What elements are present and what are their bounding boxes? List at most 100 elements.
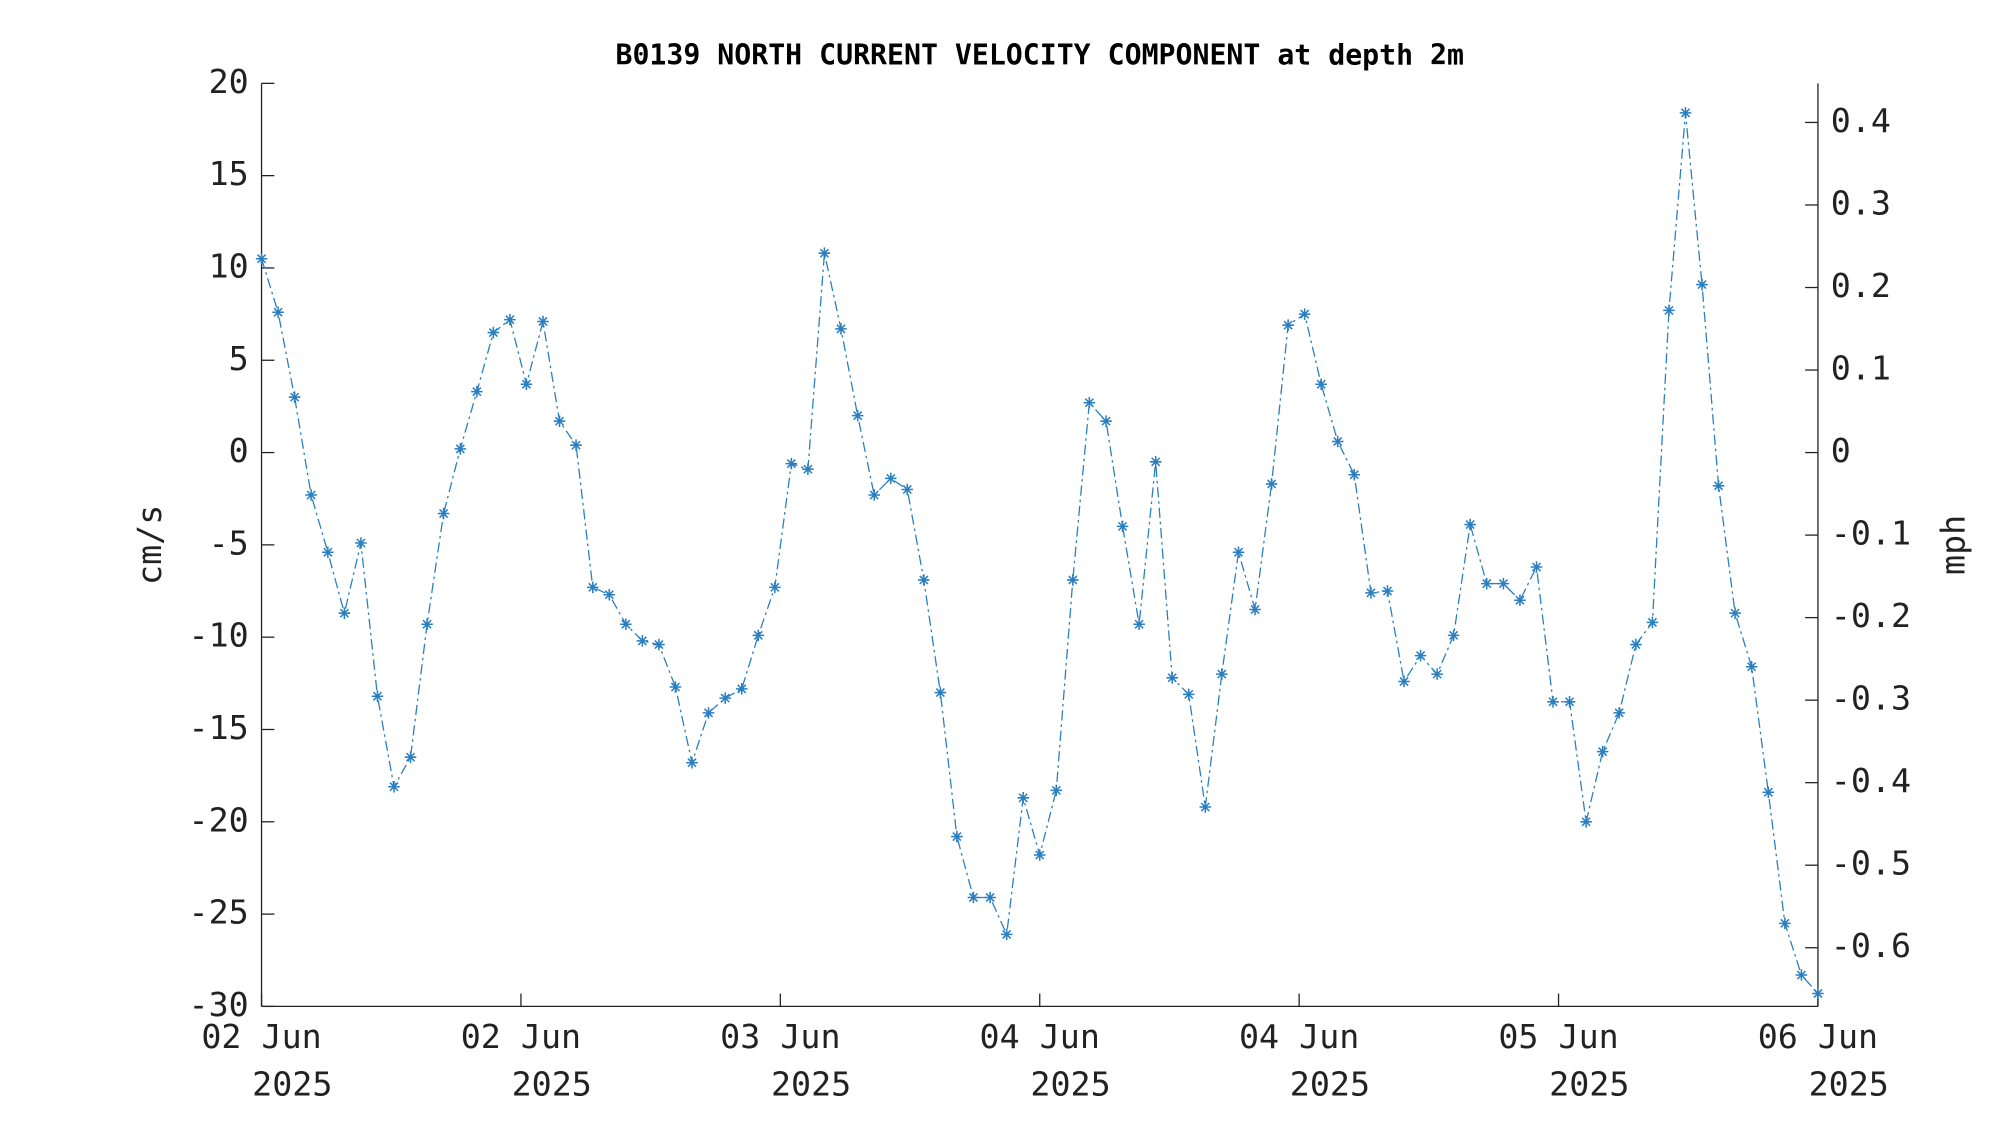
data-point: [586, 581, 599, 594]
data-point: [1580, 816, 1592, 828]
data-point: [388, 780, 400, 793]
data-point: [868, 489, 880, 501]
data-point: [1630, 638, 1642, 651]
data-point: [785, 457, 798, 470]
data-point: [1431, 668, 1443, 680]
data-point: [1696, 278, 1708, 291]
data-point: [1646, 616, 1659, 629]
x-tick-label: 04 Jun: [980, 1017, 1100, 1056]
data-point: [1083, 396, 1096, 409]
data-point: [1745, 660, 1758, 673]
data-point: [1779, 917, 1791, 930]
data-point: [967, 891, 980, 904]
data-point: [1514, 594, 1526, 607]
data-point: [1414, 649, 1427, 662]
y-tick-label: -25: [189, 893, 249, 932]
data-point: [1596, 745, 1609, 758]
data-point: [1563, 696, 1576, 708]
data-point: [1199, 801, 1212, 813]
x-tick-label: 02 Jun: [201, 1017, 321, 1056]
data-point: [288, 391, 301, 403]
data-point: [1679, 107, 1692, 119]
data-point: [603, 588, 616, 601]
data-point: [1017, 792, 1029, 804]
data-point: [1315, 378, 1327, 391]
data-point: [355, 537, 367, 549]
data-point: [1000, 928, 1013, 941]
data-point: [1613, 707, 1625, 719]
y2-tick-label: 0.4: [1831, 101, 1891, 140]
y2-axis-title: mph: [1934, 515, 1973, 575]
y2-tick-label: 0.2: [1831, 266, 1891, 305]
x-tick-year: 2025: [1290, 1064, 1370, 1103]
data-point: [1166, 672, 1178, 684]
data-point: [951, 830, 963, 843]
data-point: [520, 378, 533, 391]
data-point: [1762, 786, 1775, 799]
y-tick-label: 5: [229, 339, 249, 378]
data-point: [901, 483, 914, 496]
data-point: [719, 692, 731, 704]
y2-tick-label: -0.1: [1831, 514, 1911, 553]
y-tick-label: -10: [189, 616, 249, 655]
data-point: [1298, 308, 1311, 320]
data-point: [1530, 561, 1543, 573]
y-tick-label: 15: [209, 154, 249, 193]
data-point: [570, 439, 582, 451]
y2-tick-label: -0.2: [1831, 596, 1911, 635]
y2-tick-label: 0: [1831, 431, 1851, 470]
data-point: [1447, 629, 1460, 642]
data-point: [1133, 618, 1145, 631]
y-axis-title: cm/s: [130, 505, 169, 585]
y-tick-label: -20: [189, 800, 249, 839]
data-point: [1348, 468, 1361, 481]
data-point: [421, 618, 433, 631]
x-tick-year: 2025: [1549, 1064, 1629, 1103]
data-point: [702, 707, 715, 719]
y2-tick-label: -0.3: [1831, 679, 1911, 718]
data-point: [1282, 319, 1294, 331]
data-point: [884, 472, 897, 485]
y2-tick-label: -0.6: [1831, 926, 1911, 965]
data-point: [1331, 435, 1344, 448]
x-tick-label: 04 Jun: [1239, 1017, 1359, 1056]
data-point: [752, 629, 765, 642]
data-point: [1663, 304, 1675, 317]
data-point: [1033, 849, 1046, 861]
data-point: [620, 618, 632, 631]
x-tick-label: 03 Jun: [720, 1017, 840, 1056]
data-point: [272, 306, 284, 319]
data-point: [1729, 607, 1741, 619]
data-point: [1182, 688, 1195, 701]
y-tick-label: -30: [189, 985, 249, 1024]
data-point: [1812, 987, 1824, 1000]
data-point: [1398, 675, 1410, 688]
data-point: [1547, 696, 1559, 708]
data-point: [984, 891, 996, 904]
data-point: [669, 681, 682, 693]
data-point: [487, 326, 500, 339]
x-tick-label: 06 Jun: [1758, 1017, 1878, 1056]
data-point: [1216, 668, 1228, 680]
data-point: [1497, 577, 1510, 590]
data-point: [1067, 574, 1079, 586]
data-point: [338, 607, 351, 619]
y2-tick-label: 0.1: [1831, 349, 1891, 388]
data-point: [686, 756, 698, 769]
data-point: [636, 635, 649, 647]
data-point: [305, 489, 317, 501]
data-point: [802, 463, 814, 475]
y-tick-label: 10: [209, 246, 249, 285]
y2-tick-label: 0.3: [1831, 183, 1891, 222]
data-point: [371, 690, 384, 703]
x-tick-year: 2025: [1030, 1064, 1110, 1103]
data-point: [471, 385, 483, 398]
data-point: [1249, 603, 1261, 616]
data-point: [1050, 784, 1063, 797]
data-point: [1381, 585, 1394, 597]
data-point: [537, 315, 549, 328]
y-tick-label: 20: [209, 62, 249, 101]
data-point: [1365, 587, 1377, 599]
data-point: [322, 546, 334, 559]
